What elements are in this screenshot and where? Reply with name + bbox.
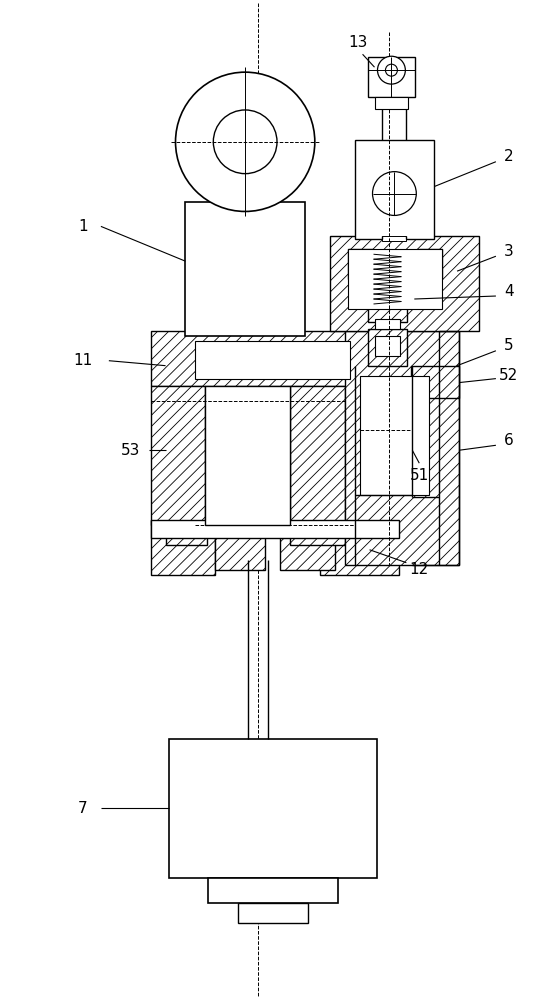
Circle shape: [372, 172, 416, 215]
Text: 4: 4: [504, 284, 514, 299]
Text: 5: 5: [504, 338, 514, 353]
Bar: [166, 525, 207, 545]
Text: 2: 2: [504, 149, 514, 164]
Bar: [367, 57, 416, 97]
Text: 11: 11: [73, 353, 93, 368]
Bar: [216, 530, 265, 570]
Text: 12: 12: [409, 562, 429, 577]
Bar: [151, 520, 399, 538]
Bar: [280, 530, 335, 570]
Text: 6: 6: [504, 433, 514, 448]
Bar: [186, 202, 305, 336]
Bar: [417, 249, 442, 279]
Bar: [208, 878, 338, 903]
Bar: [330, 236, 479, 331]
Bar: [360, 376, 429, 495]
Bar: [290, 525, 345, 545]
Bar: [238, 903, 308, 923]
Bar: [348, 249, 442, 309]
Bar: [382, 236, 406, 241]
Text: 13: 13: [348, 35, 367, 50]
Bar: [290, 386, 345, 525]
Circle shape: [176, 72, 315, 211]
Bar: [168, 739, 377, 878]
Bar: [375, 336, 401, 356]
Bar: [196, 341, 350, 379]
Text: 51: 51: [409, 468, 429, 483]
Text: 1: 1: [78, 219, 88, 234]
Text: 7: 7: [78, 801, 88, 816]
Bar: [348, 249, 372, 279]
Bar: [367, 329, 407, 366]
Bar: [320, 520, 399, 575]
Text: 52: 52: [499, 368, 519, 383]
Text: 3: 3: [504, 244, 514, 259]
Bar: [375, 319, 401, 329]
Bar: [355, 140, 434, 239]
Bar: [367, 304, 407, 322]
Circle shape: [377, 56, 406, 84]
Circle shape: [213, 110, 277, 174]
Bar: [345, 331, 459, 565]
Bar: [375, 97, 408, 109]
Bar: [206, 386, 290, 525]
Text: 53: 53: [121, 443, 140, 458]
Circle shape: [386, 64, 397, 76]
Bar: [151, 520, 216, 575]
Bar: [151, 331, 399, 386]
Bar: [151, 386, 206, 525]
Bar: [411, 366, 459, 398]
